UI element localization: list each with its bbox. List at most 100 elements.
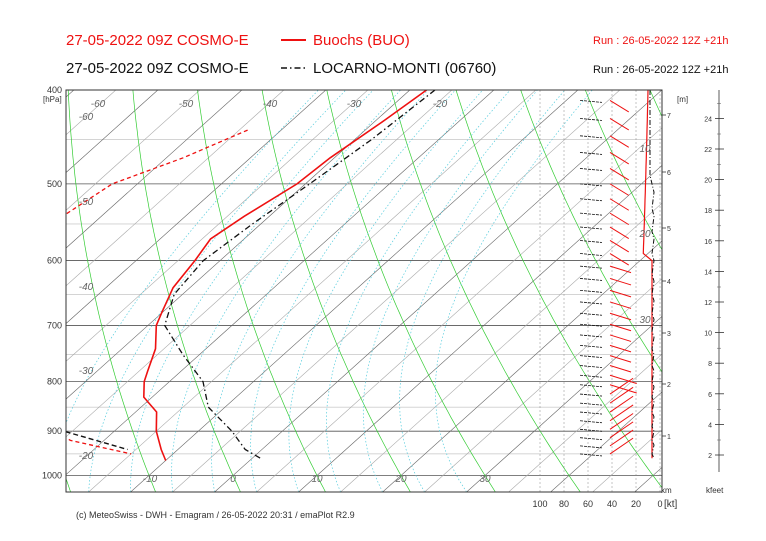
isotherm-left-label: -40 bbox=[79, 282, 94, 293]
buochs-wind-arrow bbox=[609, 413, 634, 430]
isotherm-line bbox=[508, 353, 662, 492]
locarno-wind-arrow bbox=[579, 212, 603, 216]
kfeet-tick-label: 18 bbox=[704, 208, 712, 215]
locarno-wind-arrow bbox=[579, 135, 603, 139]
buochs-wind-arrow bbox=[609, 226, 630, 239]
moist-adiabat-line bbox=[362, 90, 538, 492]
isotherm-line bbox=[66, 90, 327, 324]
locarno-wind-arrow bbox=[579, 428, 603, 432]
locarno-wind-arrow bbox=[579, 99, 603, 103]
locarno-wind-arrow bbox=[579, 445, 603, 449]
pressure-tick-label: 800 bbox=[47, 377, 62, 387]
buochs-wind-arrow bbox=[609, 135, 630, 148]
isotherm-left-label: -60 bbox=[79, 112, 94, 123]
locarno-wind-arrow bbox=[579, 240, 603, 243]
isotherm-top-label: -60 bbox=[91, 99, 106, 110]
moist-adiabat-line bbox=[288, 90, 483, 492]
locarno-wind-arrow bbox=[579, 168, 603, 171]
locarno-wind-arrow bbox=[579, 118, 603, 121]
locarno-wind-arrow bbox=[579, 344, 603, 348]
isotherm-left-label: -20 bbox=[79, 451, 94, 462]
moist-adiabat-line bbox=[66, 90, 319, 424]
wind-tick-label: 80 bbox=[559, 499, 569, 509]
isotherm-bottom-label: 10 bbox=[311, 474, 323, 485]
plot-inner bbox=[66, 90, 662, 492]
isotherm-line bbox=[298, 164, 662, 492]
locarno-wind-arrow bbox=[579, 265, 603, 269]
buochs-wind-arrow bbox=[609, 277, 632, 286]
header-line2-run: Run : 26-05-2022 12Z +21h bbox=[593, 64, 728, 76]
isotherm-line bbox=[66, 90, 453, 438]
isotherm-left-label: -30 bbox=[79, 366, 94, 377]
isotherm-line bbox=[66, 90, 75, 98]
kfeet-tick-label: 12 bbox=[704, 300, 712, 307]
buochs-wind-arrow bbox=[609, 355, 632, 363]
kfeet-tick-label: 24 bbox=[704, 116, 712, 123]
locarno-wind-arrow bbox=[579, 355, 603, 358]
kfeet-tick-label: 8 bbox=[708, 361, 712, 368]
locarno-wind-arrow bbox=[579, 437, 603, 441]
km-axis-label: km bbox=[661, 486, 672, 495]
dry-adiabat-line bbox=[261, 90, 411, 492]
meters-unit-label: [m] bbox=[677, 95, 688, 104]
isotherm-line bbox=[424, 278, 662, 492]
km-tick-label: 2 bbox=[667, 382, 671, 389]
locarno-wind-arrow bbox=[579, 374, 603, 378]
header-line1-station: Buochs (BUO) bbox=[313, 32, 410, 49]
km-tick-label: 4 bbox=[667, 279, 671, 286]
buochs-wind-arrow bbox=[609, 384, 637, 394]
plot-area: 400 500 600 700 800 900 1000 100 80 60 40 20 0 -10 0 10… bbox=[42, 85, 724, 509]
isotherm-line bbox=[466, 315, 662, 492]
buochs-wind-arrow bbox=[609, 301, 632, 309]
km-tick-label: 7 bbox=[667, 113, 671, 120]
isotherm-bottom-label: 20 bbox=[394, 474, 407, 485]
km-tick-label: 5 bbox=[667, 226, 671, 233]
buochs-wind-arrow bbox=[609, 198, 630, 211]
wet-bulb-label: 20 bbox=[638, 229, 651, 240]
dry-adiabat-line bbox=[67, 90, 156, 492]
moist-adiabat-line bbox=[130, 90, 374, 492]
wind-tick-label: 0 bbox=[657, 499, 662, 509]
isotherm-line bbox=[256, 127, 662, 492]
dry-adiabat-line bbox=[326, 90, 496, 492]
locarno-wind-arrow bbox=[579, 402, 603, 406]
locarno-wind-speed-trace bbox=[649, 90, 655, 459]
pressure-tick-label: 900 bbox=[47, 426, 62, 436]
kfeet-tick-label: 6 bbox=[708, 392, 712, 399]
isotherm-bottom-label: 30 bbox=[479, 474, 491, 485]
buochs-wind-arrow bbox=[609, 168, 630, 181]
dry-adiabat-line bbox=[197, 90, 326, 492]
isotherm-line bbox=[340, 202, 662, 492]
moist-adiabat-line bbox=[211, 90, 429, 492]
header-line1-run: Run : 26-05-2022 12Z +21h bbox=[593, 35, 728, 47]
header-line2-station: LOCARNO-MONTI (06760) bbox=[313, 60, 496, 77]
pressure-tick-label: 600 bbox=[47, 256, 62, 266]
locarno-wind-arrow bbox=[579, 323, 603, 327]
moist-adiabat-line bbox=[399, 90, 566, 492]
kfeet-tick-label: 16 bbox=[704, 239, 712, 246]
isotherm-line bbox=[130, 90, 579, 492]
locarno-wind-arrow bbox=[579, 393, 603, 397]
moist-adiabat-line bbox=[88, 90, 347, 492]
buochs-wind-arrow bbox=[609, 344, 632, 353]
footer-credit: (c) MeteoSwiss - DWH - Emagram / 26-05-2… bbox=[76, 510, 355, 520]
isotherm-line bbox=[634, 467, 662, 492]
buochs-wind-arrow bbox=[609, 437, 634, 455]
buochs-wind-arrow bbox=[609, 395, 634, 413]
buochs-wind-arrow bbox=[609, 289, 632, 298]
isotherm-top-label: -30 bbox=[347, 99, 362, 110]
moist-adiabat-line bbox=[171, 90, 401, 492]
kfeet-tick-label: 14 bbox=[704, 269, 712, 276]
buochs-wind-arrow bbox=[609, 323, 632, 332]
header-line2-left: 27-05-2022 09Z COSMO-E bbox=[66, 60, 249, 77]
kfeet-axis-label: kfeet bbox=[706, 486, 724, 495]
buochs-wind-arrow bbox=[609, 240, 630, 253]
kfeet-tick-label: 20 bbox=[704, 178, 712, 185]
buochs-dewpoint-profile bbox=[66, 129, 248, 455]
locarno-wind-arrow bbox=[579, 301, 603, 305]
dry-adiabat-line bbox=[391, 90, 581, 492]
kfeet-tick-label: 2 bbox=[708, 453, 712, 460]
wind-tick-label: 60 bbox=[583, 499, 593, 509]
buochs-wind-arrow bbox=[609, 118, 630, 131]
header-line1-left: 27-05-2022 09Z COSMO-E bbox=[66, 32, 249, 49]
